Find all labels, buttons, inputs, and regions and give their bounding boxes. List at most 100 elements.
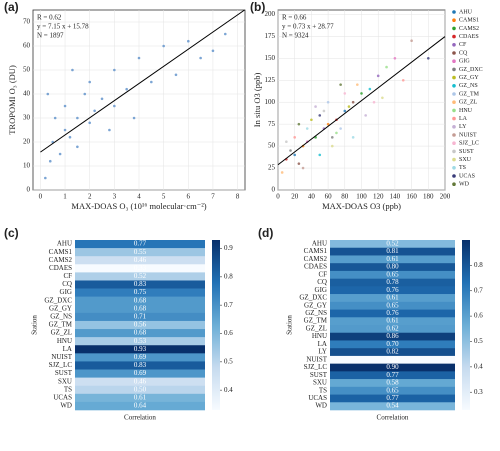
point bbox=[401, 78, 405, 82]
cell-label: 0.68 bbox=[134, 304, 147, 312]
annotation: N = 1897 bbox=[37, 32, 64, 40]
station-label: GIG bbox=[315, 286, 327, 294]
legend-marker bbox=[452, 157, 456, 162]
cell bbox=[75, 304, 205, 314]
cell bbox=[75, 393, 205, 403]
y-tick-label: 40 bbox=[23, 90, 31, 98]
station-label: GZ_TM bbox=[49, 321, 73, 329]
y-axis-label: TROPOMI O₃ (DU) bbox=[7, 65, 17, 135]
legend-label: SJZ_LC bbox=[459, 141, 479, 147]
x-axis-label: MAX-DOAS O3 (ppb) bbox=[322, 201, 401, 211]
point bbox=[125, 87, 128, 91]
station-label: UCAS bbox=[308, 394, 327, 402]
cell bbox=[75, 345, 205, 354]
station-label: NUIST bbox=[51, 353, 72, 361]
station-label: SUST bbox=[55, 369, 73, 377]
y-tick-label: 50 bbox=[268, 142, 276, 150]
x-tick-label: 6 bbox=[187, 193, 191, 201]
cell bbox=[330, 317, 455, 326]
legend-marker bbox=[452, 75, 456, 80]
colorbar-tick-label: 0.4 bbox=[224, 386, 233, 394]
cell bbox=[330, 286, 455, 295]
legend-marker bbox=[452, 141, 456, 145]
x-axis-label: Correlation bbox=[377, 414, 409, 422]
station-label: HNU bbox=[312, 332, 327, 340]
annotation: R = 0.66 bbox=[282, 14, 307, 22]
cell-label: 0.77 bbox=[386, 394, 399, 402]
legend-marker bbox=[452, 59, 456, 63]
cell-label: 0.61 bbox=[134, 393, 147, 401]
point bbox=[88, 121, 91, 125]
cell bbox=[330, 301, 455, 310]
fit-line bbox=[277, 36, 446, 166]
point bbox=[83, 92, 87, 96]
x-tick-label: 8 bbox=[236, 193, 240, 201]
station-label: GZ_GY bbox=[304, 301, 327, 309]
point bbox=[174, 73, 178, 77]
point bbox=[211, 49, 215, 53]
station-label: TS bbox=[319, 386, 327, 394]
colorbar-tick-label: 0.4 bbox=[474, 362, 483, 370]
legend-marker bbox=[452, 92, 456, 96]
y-tick-label: 30 bbox=[23, 114, 31, 122]
point bbox=[330, 136, 334, 139]
point bbox=[330, 144, 334, 148]
cell bbox=[75, 280, 205, 289]
point bbox=[343, 92, 347, 95]
x-tick-label: 0 bbox=[276, 193, 280, 201]
legend-label: LY bbox=[459, 124, 467, 130]
x-tick-label: 4 bbox=[137, 193, 141, 201]
point bbox=[289, 149, 292, 152]
point bbox=[381, 96, 384, 100]
point bbox=[314, 105, 317, 108]
cell-label: 0.76 bbox=[386, 309, 399, 317]
cell-label: 0.61 bbox=[386, 317, 399, 325]
colorbar bbox=[462, 240, 470, 410]
point bbox=[393, 56, 397, 60]
point bbox=[113, 68, 116, 72]
cell bbox=[75, 312, 205, 322]
cell-label: 0.46 bbox=[134, 256, 147, 264]
cell bbox=[330, 355, 455, 364]
station-label: CQ bbox=[62, 280, 72, 288]
legend-marker bbox=[452, 26, 456, 31]
station-label: LA bbox=[318, 340, 327, 348]
colorbar-tick-label: 0.3 bbox=[474, 388, 483, 396]
cell-label: 0.58 bbox=[386, 379, 399, 387]
station-label: CDAES bbox=[304, 263, 327, 271]
station-label: HNU bbox=[57, 337, 72, 345]
panel-label: (b) bbox=[250, 0, 265, 14]
legend-marker bbox=[452, 108, 456, 113]
colorbar-tick-label: 0.7 bbox=[224, 301, 233, 309]
legend-label: GZ_NS bbox=[459, 83, 478, 89]
point bbox=[58, 152, 62, 156]
point bbox=[339, 83, 342, 86]
x-tick-label: 140 bbox=[390, 193, 401, 201]
cell bbox=[330, 294, 455, 303]
cell-label: 0.69 bbox=[134, 353, 147, 361]
x-tick-label: 1 bbox=[63, 193, 67, 201]
legend-marker bbox=[452, 67, 456, 72]
point bbox=[356, 83, 359, 86]
y-tick-label: 25 bbox=[268, 164, 276, 172]
cell-label: 0.65 bbox=[386, 386, 399, 394]
y-tick-label: 20 bbox=[23, 138, 31, 146]
cell-label: 0.86 bbox=[386, 332, 399, 340]
y-tick-label: 75 bbox=[268, 120, 276, 128]
point bbox=[137, 56, 141, 60]
legend-label: LA bbox=[459, 116, 468, 122]
point bbox=[410, 39, 413, 43]
cell-label: 0.90 bbox=[386, 363, 399, 371]
cell-label: 0.76 bbox=[386, 286, 399, 294]
x-tick-label: 5 bbox=[162, 193, 166, 201]
cell-label: 0.64 bbox=[134, 402, 147, 410]
station-label: SJZ_LC bbox=[304, 363, 328, 371]
point bbox=[53, 116, 57, 120]
x-tick-label: 180 bbox=[423, 193, 434, 201]
cell-label: 0.61 bbox=[386, 294, 399, 302]
point bbox=[100, 97, 104, 101]
x-tick-label: 80 bbox=[341, 193, 349, 201]
point bbox=[326, 122, 330, 126]
station-label: AHU bbox=[312, 239, 327, 247]
point bbox=[339, 127, 342, 130]
